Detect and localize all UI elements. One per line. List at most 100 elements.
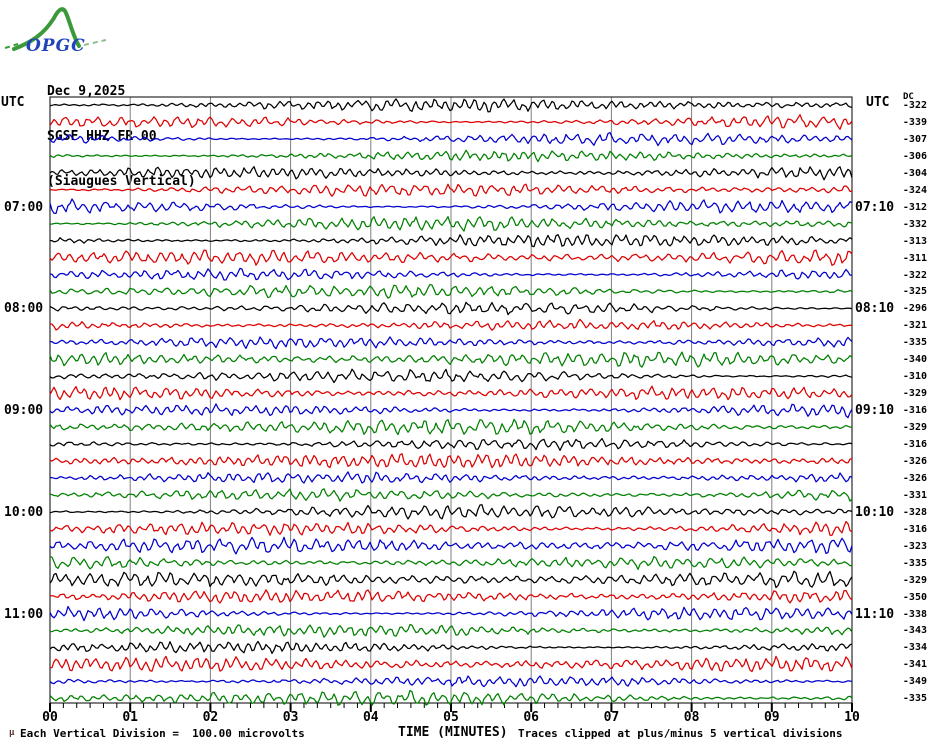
x-tick-label: 10 [844, 710, 860, 725]
dc-value: -306 [902, 150, 927, 162]
dc-value: -335 [902, 337, 927, 349]
trace-row [49, 336, 853, 350]
left-hour-label: 10:00 [4, 504, 44, 520]
dc-value: -310 [902, 371, 927, 383]
dc-value: -326 [902, 455, 927, 467]
left-hour-label: 07:00 [4, 199, 44, 215]
dc-column-header: DC [903, 92, 914, 102]
utc-label-right: UTC [866, 95, 890, 110]
trace-row [49, 283, 853, 299]
trace-row [49, 351, 853, 368]
trace-row [49, 536, 853, 555]
right-hour-label: 07:10 [855, 199, 895, 215]
dc-value: -329 [902, 574, 927, 586]
dc-value: -328 [902, 506, 927, 518]
trace-row [50, 267, 852, 281]
trace-row [49, 437, 853, 452]
trace-row [49, 198, 853, 215]
trace-row [49, 385, 853, 401]
dc-value: -322 [902, 100, 927, 111]
dc-value: -335 [902, 693, 927, 705]
dc-value: -323 [902, 540, 927, 552]
dc-value: -304 [902, 167, 927, 179]
trace-row [49, 318, 853, 331]
trace-row [49, 418, 853, 436]
dc-value: -335 [902, 557, 927, 569]
header-date: Dec 9,2025 [47, 84, 126, 99]
trace-row [49, 403, 853, 419]
x-tick-label: 05 [443, 710, 459, 725]
dc-value: -331 [902, 489, 927, 501]
trace-row [49, 640, 853, 655]
trace-row [49, 504, 853, 520]
trace-row [49, 368, 853, 384]
dc-value: -341 [902, 659, 927, 671]
dc-value: -334 [902, 642, 927, 654]
right-hour-label: 10:10 [855, 504, 895, 520]
trace-row [49, 149, 853, 163]
trace-row [49, 165, 853, 181]
trace-row [49, 249, 853, 266]
trace-row [49, 183, 853, 197]
trace-row [49, 655, 853, 673]
trace-row [49, 471, 853, 484]
x-tick-label: 00 [42, 710, 58, 725]
trace-row [49, 555, 853, 571]
utc-label-left: UTC [1, 95, 25, 110]
left-hour-label: 08:00 [4, 301, 44, 317]
dc-value: -321 [902, 320, 927, 332]
trace-row [49, 689, 853, 706]
trace-row [49, 216, 853, 232]
dc-value: -316 [902, 439, 927, 450]
dc-value: -326 [902, 472, 927, 484]
dc-value: -343 [902, 625, 927, 637]
x-tick-label: 03 [282, 710, 299, 725]
trace-row [49, 623, 853, 638]
dc-value: -332 [902, 218, 927, 230]
dc-value: -312 [902, 201, 927, 213]
dc-value: -349 [902, 676, 927, 688]
dc-value: -296 [902, 303, 927, 315]
logo-dash-left [4, 43, 19, 49]
dc-value: -329 [902, 388, 927, 400]
trace-row [49, 605, 853, 622]
trace-row [49, 301, 853, 316]
trace-row [49, 488, 853, 502]
dc-value: -324 [902, 184, 927, 196]
clip-note: Traces clipped at plus/minus 5 vertical … [518, 727, 843, 740]
dc-value: -316 [902, 523, 927, 535]
trace-row [49, 452, 853, 469]
x-axis-title: TIME (MINUTES) [398, 725, 508, 740]
dc-value: -313 [902, 235, 927, 247]
trace-row [49, 114, 853, 130]
opgc-logo: OPGC [4, 7, 107, 56]
trace-row [49, 234, 853, 248]
trace-row [49, 131, 853, 147]
x-tick-label: 08 [683, 710, 700, 725]
right-hour-label: 09:10 [855, 403, 895, 419]
header-location: (Siaugues Vertical) [47, 174, 196, 189]
scale-note: Each Vertical Division = 100.00 microvol… [20, 727, 305, 740]
trace-row [49, 570, 853, 589]
dc-value: -338 [902, 608, 927, 620]
dc-value: -307 [902, 133, 927, 145]
dc-value: -322 [902, 269, 927, 281]
dc-value: -350 [902, 591, 927, 603]
x-tick-label: 07 [603, 710, 620, 725]
left-hour-label: 11:00 [4, 606, 44, 622]
left-hour-label: 09:00 [4, 403, 44, 419]
x-tick-label: 01 [122, 710, 139, 725]
dc-value: -340 [902, 354, 927, 366]
x-tick-label: 06 [523, 710, 540, 725]
trace-row [49, 98, 853, 113]
trace-row [49, 589, 853, 604]
dc-value: -339 [902, 116, 927, 128]
right-hour-label: 11:10 [855, 606, 895, 622]
x-tick-label: 09 [763, 710, 780, 725]
dc-value: -311 [902, 252, 927, 264]
dc-value: -316 [902, 405, 927, 417]
dc-value: -329 [902, 422, 927, 434]
x-tick-label: 02 [202, 710, 219, 725]
